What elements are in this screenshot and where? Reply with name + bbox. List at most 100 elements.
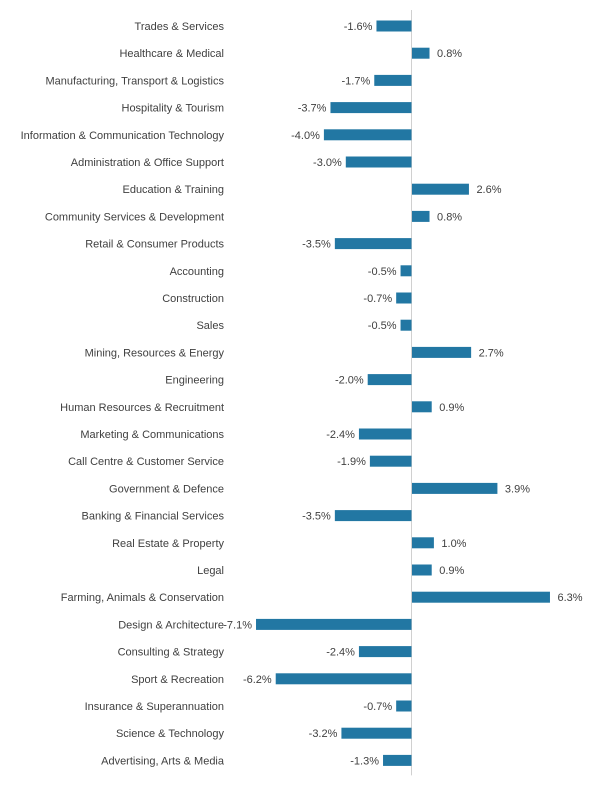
bar-row: Manufacturing, Transport & Logistics -1.7…	[45, 74, 412, 87]
value-label: -3.5%	[302, 511, 331, 523]
value-label: -1.3%	[350, 755, 379, 767]
category-label: Healthcare & Medical	[119, 48, 224, 60]
bar	[367, 374, 412, 386]
bar-row: Sales -0.5%	[196, 319, 412, 332]
category-label: Education & Training	[122, 184, 224, 196]
bar	[412, 591, 550, 603]
value-label: -1.7%	[342, 75, 371, 87]
value-label: -1.9%	[337, 456, 366, 468]
category-label: Trades & Services	[135, 21, 225, 33]
category-label: Information & Communication Technology	[21, 130, 225, 142]
bar	[358, 646, 412, 658]
value-label: -0.7%	[363, 293, 392, 305]
bar	[323, 129, 412, 141]
bar-row: Consulting & Strategy -2.4%	[118, 646, 412, 659]
bar-row: Administration & Office Support -3.0%	[71, 156, 412, 169]
bar	[412, 537, 434, 549]
category-label: Design & Architecture	[118, 619, 224, 631]
category-label: Consulting & Strategy	[118, 647, 225, 659]
category-label: Banking & Financial Services	[82, 511, 225, 523]
bar-row: Marketing & Communications -2.4%	[80, 428, 412, 441]
value-label: 0.9%	[439, 402, 464, 414]
bar	[412, 183, 469, 195]
bar-row: Advertising, Arts & Media -1.3%	[101, 754, 412, 767]
bar	[396, 292, 412, 304]
bar-row: Community Services & Development 0.8%	[45, 210, 462, 223]
bar-row: Human Resources & Recruitment 0.9%	[60, 401, 465, 414]
category-label: Farming, Animals & Conservation	[61, 592, 224, 604]
bar-row: Call Centre & Customer Service -1.9%	[68, 455, 412, 468]
bar-row: Trades & Services -1.6%	[135, 20, 412, 33]
bar-rows: Trades & Services -1.6% Healthcare & Medic…	[21, 20, 583, 767]
category-label: Retail & Consumer Products	[85, 239, 224, 251]
category-label: Accounting	[170, 266, 224, 278]
bar	[374, 74, 412, 86]
value-label: 1.0%	[441, 538, 466, 550]
bar-row: Healthcare & Medical 0.8%	[119, 47, 462, 60]
bar	[412, 564, 432, 576]
value-label: -3.0%	[313, 157, 342, 169]
category-label: Sales	[196, 320, 224, 332]
bar-row: Sport & Recreation -6.2%	[131, 673, 412, 686]
bar	[341, 727, 412, 739]
bar	[412, 401, 432, 413]
bar	[334, 510, 412, 522]
bar-row: Legal 0.9%	[197, 564, 465, 577]
bar	[345, 156, 412, 168]
bar-row: Farming, Animals & Conservation 6.3%	[61, 591, 583, 604]
category-label: Science & Technology	[116, 728, 225, 740]
bar-row: Banking & Financial Services -3.5%	[82, 510, 412, 523]
category-label: Real Estate & Property	[112, 538, 224, 550]
category-label: Insurance & Superannuation	[85, 701, 224, 713]
bar-row: Retail & Consumer Products -3.5%	[85, 238, 412, 251]
bar-row: Hospitality & Tourism -3.7%	[122, 102, 412, 115]
bar-row: Design & Architecture -7.1%	[118, 618, 412, 631]
value-label: -0.5%	[368, 266, 397, 278]
bar	[412, 47, 430, 59]
bar-row: Accounting -0.5%	[170, 265, 412, 278]
bar	[369, 455, 412, 467]
category-label: Construction	[162, 293, 224, 305]
bar	[400, 319, 412, 331]
bar	[383, 754, 412, 766]
category-label: Legal	[197, 565, 224, 577]
value-label: -1.6%	[344, 21, 373, 33]
category-label: Sport & Recreation	[131, 674, 224, 686]
value-label: -0.5%	[368, 320, 397, 332]
value-label: -6.2%	[243, 674, 272, 686]
bar	[330, 102, 412, 114]
bar	[400, 265, 412, 277]
category-label: Hospitality & Tourism	[122, 103, 225, 115]
bar	[412, 210, 430, 222]
category-label: Mining, Resources & Energy	[85, 347, 225, 359]
value-label: 6.3%	[557, 592, 582, 604]
category-label: Advertising, Arts & Media	[101, 755, 225, 767]
bar	[412, 482, 498, 494]
category-label: Community Services & Development	[45, 211, 224, 223]
value-label: -3.2%	[309, 728, 338, 740]
value-label: 0.9%	[439, 565, 464, 577]
bar-row: Insurance & Superannuation -0.7%	[85, 700, 412, 713]
category-label: Engineering	[165, 375, 224, 387]
bar	[412, 346, 472, 358]
value-label: 2.7%	[479, 347, 504, 359]
bar-row: Information & Communication Technology -4…	[21, 129, 412, 142]
bar-row: Education & Training 2.6%	[122, 183, 502, 196]
category-label: Manufacturing, Transport & Logistics	[45, 75, 224, 87]
value-label: -2.4%	[326, 647, 355, 659]
bar	[358, 428, 412, 440]
bar-row: Engineering -2.0%	[165, 374, 412, 387]
category-label: Human Resources & Recruitment	[60, 402, 224, 414]
value-label: 3.9%	[505, 483, 530, 495]
bar-row: Construction -0.7%	[162, 292, 412, 305]
category-label: Marketing & Communications	[80, 429, 224, 441]
value-label: -7.1%	[223, 619, 252, 631]
bar-row: Science & Technology -3.2%	[116, 727, 412, 740]
bar-row: Government & Defence 3.9%	[109, 482, 530, 495]
value-label: 2.6%	[476, 184, 501, 196]
value-label: -2.0%	[335, 375, 364, 387]
value-label: -2.4%	[326, 429, 355, 441]
category-label: Administration & Office Support	[71, 157, 224, 169]
bar	[376, 20, 412, 32]
